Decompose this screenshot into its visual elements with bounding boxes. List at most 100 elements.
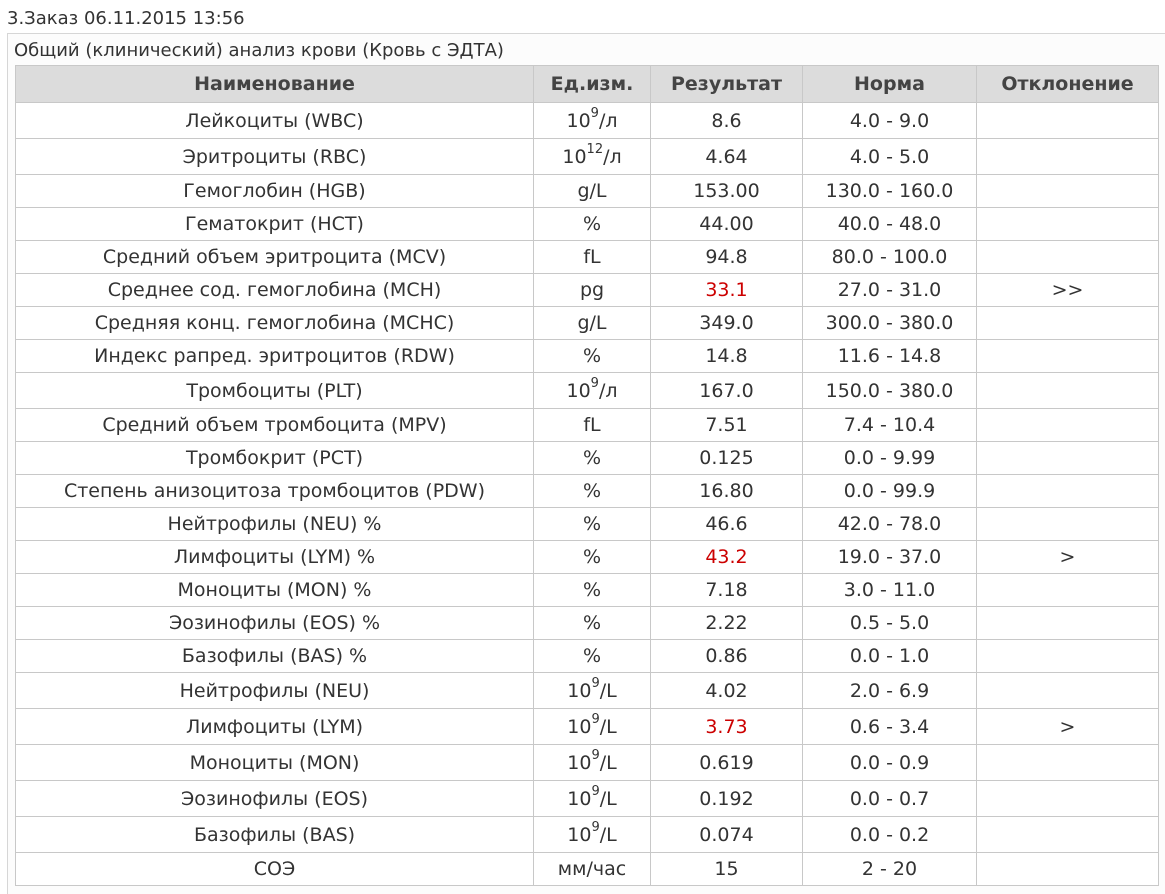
cell-name: Моноциты (MON) — [15, 744, 534, 781]
result-value: 46.6 — [705, 513, 748, 535]
result-value: 14.8 — [705, 345, 748, 367]
unit-suffix: /L — [599, 715, 617, 738]
cell-norm: 0.0 - 0.9 — [802, 744, 977, 781]
cell-name: Индекс рапред. эритроцитов (RDW) — [15, 339, 534, 373]
result-value: 3.73 — [705, 715, 748, 738]
cell-unit: pg — [533, 273, 651, 307]
unit-suffix: /л — [598, 379, 618, 402]
unit-suffix: /L — [599, 751, 617, 774]
unit-base: 10 — [562, 145, 587, 168]
result-value: 0.074 — [699, 823, 754, 846]
cell-norm: 2 - 20 — [802, 852, 977, 886]
cell-norm: 40.0 - 48.0 — [802, 207, 977, 241]
header-result: Результат — [650, 65, 803, 103]
cell-deviation — [976, 573, 1159, 607]
unit-base: g/L — [577, 312, 607, 334]
cell-norm: 150.0 - 380.0 — [802, 372, 977, 409]
cell-norm: 300.0 - 380.0 — [802, 306, 977, 340]
cell-norm: 0.0 - 0.7 — [802, 780, 977, 817]
cell-result: 8.6 — [650, 102, 803, 139]
cell-norm: 11.6 - 14.8 — [802, 339, 977, 373]
result-value: 2.22 — [705, 612, 748, 634]
result-value: 0.86 — [705, 645, 748, 667]
cell-norm: 80.0 - 100.0 — [802, 240, 977, 274]
cell-norm: 7.4 - 10.4 — [802, 408, 977, 442]
cell-result: 94.8 — [650, 240, 803, 274]
cell-unit: % — [533, 639, 651, 673]
cell-deviation — [976, 816, 1159, 853]
unit-exponent: 9 — [591, 784, 600, 800]
cell-name: Тромбокрит (PCT) — [15, 441, 534, 475]
cell-unit: % — [533, 573, 651, 607]
cell-result: 44.00 — [650, 207, 803, 241]
cell-name: Моноциты (MON) % — [15, 573, 534, 607]
unit-exponent: 9 — [591, 820, 600, 836]
cell-result: 33.1 — [650, 273, 803, 307]
unit-base: 10 — [567, 823, 592, 846]
cell-result: 2.22 — [650, 606, 803, 640]
cell-deviation — [976, 780, 1159, 817]
cell-deviation — [976, 639, 1159, 673]
cell-deviation — [976, 852, 1159, 886]
unit-exponent: 9 — [590, 106, 599, 122]
cell-name: Гематокрит (HCT) — [15, 207, 534, 241]
cell-unit: 109/л — [533, 372, 651, 409]
cell-unit: 109/L — [533, 780, 651, 817]
cell-deviation — [976, 240, 1159, 274]
cell-norm: 0.6 - 3.4 — [802, 708, 977, 745]
result-value: 167.0 — [699, 379, 754, 402]
cell-result: 14.8 — [650, 339, 803, 373]
unit-base: 10 — [566, 109, 591, 132]
cell-deviation — [976, 138, 1159, 175]
table-row: Индекс рапред. эритроцитов (RDW)% 14.8 11.… — [15, 339, 1159, 373]
results-body: Лейкоциты (WBC) 109/л 8.6 4.0 - 9.0 Эритроци… — [15, 102, 1159, 886]
result-value: 0.125 — [699, 447, 754, 469]
cell-result: 16.80 — [650, 474, 803, 508]
cell-result: 4.64 — [650, 138, 803, 175]
cell-deviation — [976, 372, 1159, 409]
cell-deviation — [976, 174, 1159, 208]
cell-deviation — [976, 507, 1159, 541]
cell-name: Эозинофилы (EOS) — [15, 780, 534, 817]
cell-name: Нейтрофилы (NEU) — [15, 672, 534, 709]
result-value: 43.2 — [705, 546, 748, 568]
cell-unit: g/L — [533, 174, 651, 208]
header-deviation: Отклонение — [976, 65, 1159, 103]
result-value: 4.02 — [705, 679, 748, 702]
result-value: 0.619 — [699, 751, 754, 774]
table-row: Моноциты (MON) %% 7.18 3.0 - 11.0 — [15, 573, 1159, 607]
unit-base: % — [582, 345, 602, 367]
cell-unit: % — [533, 474, 651, 508]
unit-base: % — [582, 645, 602, 667]
cell-name: Лейкоциты (WBC) — [15, 102, 534, 139]
result-value: 8.6 — [711, 109, 742, 132]
cell-norm: 2.0 - 6.9 — [802, 672, 977, 709]
table-row: Базофилы (BAS) %% 0.86 0.0 - 1.0 — [15, 639, 1159, 673]
table-row: Нейтрофилы (NEU) 109/L 4.02 2.0 - 6.9 — [15, 672, 1159, 709]
result-value: 44.00 — [699, 213, 754, 235]
table-row: Эозинофилы (EOS) %% 2.22 0.5 - 5.0 — [15, 606, 1159, 640]
cell-unit: % — [533, 606, 651, 640]
cell-name: Средний объем эритроцита (MCV) — [15, 240, 534, 274]
cell-norm: 42.0 - 78.0 — [802, 507, 977, 541]
unit-base: мм/час — [557, 858, 627, 880]
unit-suffix: /L — [599, 823, 617, 846]
cell-unit: мм/час — [533, 852, 651, 886]
table-row: Эритроциты (RBC) 1012/л 4.64 4.0 - 5.0 — [15, 138, 1159, 175]
unit-suffix: /L — [599, 679, 617, 702]
cell-norm: 4.0 - 9.0 — [802, 102, 977, 139]
table-row: Средняя конц. гемоглобина (MCHC) g/L 349.0… — [15, 306, 1159, 340]
cell-norm: 0.0 - 1.0 — [802, 639, 977, 673]
cell-name: Эозинофилы (EOS) % — [15, 606, 534, 640]
cell-result: 15 — [650, 852, 803, 886]
cell-unit: g/L — [533, 306, 651, 340]
unit-base: % — [582, 513, 602, 535]
cell-norm: 0.0 - 0.2 — [802, 816, 977, 853]
result-value: 15 — [714, 858, 739, 880]
table-row: Лимфоциты (LYM) 109/L 3.73 0.6 - 3.4 > — [15, 708, 1159, 745]
result-value: 0.192 — [699, 787, 754, 810]
cell-unit: % — [533, 540, 651, 574]
cell-deviation — [976, 102, 1159, 139]
cell-result: 46.6 — [650, 507, 803, 541]
cell-unit: fL — [533, 408, 651, 442]
